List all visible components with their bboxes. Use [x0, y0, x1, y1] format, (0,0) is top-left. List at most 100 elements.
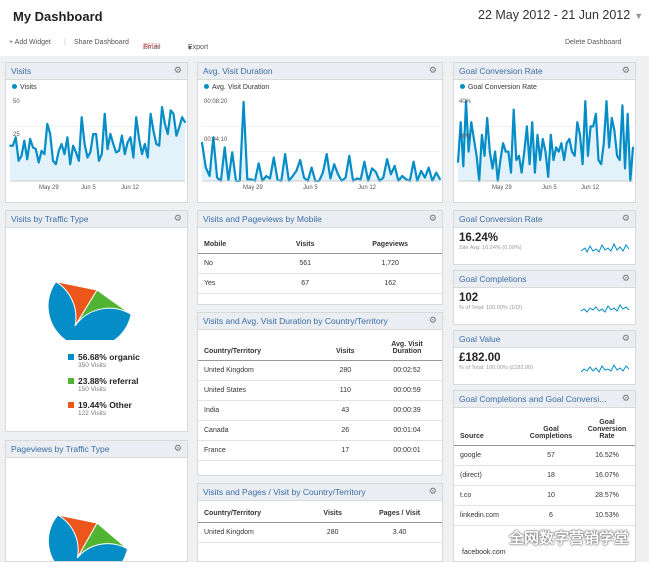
metric-value: 16.24% — [459, 232, 499, 244]
data-point — [515, 159, 518, 161]
data-point — [412, 160, 415, 163]
data-point — [579, 133, 581, 136]
legend-sub: 150 Visits — [78, 386, 107, 393]
data-point — [43, 153, 46, 156]
date-range-label: 22 May 2012 - 21 Jun 2012 — [478, 8, 631, 22]
gear-icon[interactable]: ⚙ — [621, 65, 630, 75]
gear-icon[interactable]: ⚙ — [173, 65, 182, 75]
visits-widget: Visits ⚙ Visits 50 25 May 29 Jun 5 Jun 12 — [5, 62, 188, 203]
country-duration-table: Country/Territory Visits Avg. Visit Durati… — [198, 336, 442, 461]
widget-header[interactable]: Goal Completions and Goal Conversi... ⚙ — [454, 391, 635, 408]
legend-sub: 350 Visits — [78, 362, 107, 369]
widget-header[interactable]: Goal Conversion Rate ⚙ — [454, 63, 635, 80]
legend-label: 56.68% organic — [78, 352, 140, 362]
table-row: United States 110 00:00:59 — [198, 380, 442, 401]
data-point — [565, 142, 568, 145]
gear-icon[interactable]: ⚙ — [428, 486, 437, 496]
data-point — [374, 170, 377, 173]
data-point — [204, 166, 207, 169]
table-cell: 18 — [523, 465, 579, 486]
share-dashboard-button[interactable]: Share Dashboard — [74, 39, 129, 46]
widget-header[interactable]: Visits and Pages / Visit by Country/Terr… — [198, 484, 442, 501]
data-point — [457, 161, 459, 163]
date-range-picker[interactable]: 22 May 2012 - 21 Jun 2012 ▼ — [478, 8, 643, 22]
data-point — [17, 159, 20, 162]
sparkline-line — [581, 304, 630, 313]
data-point — [557, 150, 560, 153]
data-point — [92, 133, 95, 135]
metric-subtext: Site Avg: 16.24% (0.00%) — [459, 245, 522, 251]
table-cell: 26 — [318, 420, 372, 441]
data-point — [423, 176, 426, 179]
widget-header[interactable]: Visits and Avg. Visit Duration by Countr… — [198, 313, 442, 330]
gear-icon[interactable]: ⚙ — [428, 65, 437, 75]
data-point — [499, 159, 502, 161]
legend-swatch — [68, 378, 74, 384]
gear-icon[interactable]: ⚙ — [621, 393, 630, 403]
data-point — [75, 151, 77, 154]
delete-dashboard-button[interactable]: Delete Dashboard — [565, 39, 622, 46]
table-header-row: Country/Territory Visits Avg. Visit Durati… — [198, 336, 442, 361]
data-point — [581, 163, 584, 166]
mobile-table: Mobile Visits Pageviews No 561 1,720 Yes 67 16… — [198, 236, 442, 294]
y-axis-label-mid: 20% — [459, 134, 472, 140]
data-point — [20, 154, 23, 157]
data-point — [172, 112, 175, 115]
data-point — [573, 154, 576, 157]
data-point — [539, 159, 542, 161]
data-point — [616, 154, 618, 157]
data-point — [333, 163, 336, 166]
widget-title: Visits by Traffic Type — [11, 214, 89, 224]
widget-header[interactable]: Avg. Visit Duration ⚙ — [198, 63, 442, 80]
gear-icon[interactable]: ⚙ — [428, 213, 437, 223]
gear-icon[interactable]: ⚙ — [173, 443, 182, 453]
widget-header[interactable]: Goal Completions ⚙ — [454, 271, 635, 288]
widget-header[interactable]: Goal Value ⚙ — [454, 331, 635, 348]
data-point — [420, 170, 423, 172]
widget-header[interactable]: Visits by Traffic Type ⚙ — [6, 211, 187, 228]
data-point — [55, 163, 57, 166]
y-axis-label-top: 00:08:20 — [204, 99, 228, 105]
data-point — [475, 154, 478, 157]
gear-icon[interactable]: ⚙ — [173, 213, 182, 223]
column-header: Country/Territory — [198, 336, 319, 361]
widget-header[interactable]: Visits and Pageviews by Mobile ⚙ — [198, 211, 442, 228]
widget-header[interactable]: Visits ⚙ — [6, 63, 187, 80]
data-point — [46, 122, 49, 125]
y-axis-label-mid: 00:04:10 — [204, 137, 228, 143]
data-point — [126, 141, 129, 144]
data-point — [321, 171, 324, 174]
data-point — [201, 141, 203, 144]
x-axis-label: Jun 5 — [542, 185, 557, 191]
data-point — [34, 148, 37, 150]
data-point — [355, 177, 358, 180]
country-pages-widget: Visits and Pages / Visit by Country/Terr… — [197, 483, 443, 562]
avg-visit-duration-widget: Avg. Visit Duration ⚙ Avg. Visit Duration… — [197, 62, 443, 203]
data-point — [486, 117, 489, 119]
gear-icon[interactable]: ⚙ — [621, 273, 630, 283]
table-cell: No — [198, 253, 273, 274]
data-point — [552, 159, 555, 161]
table-row: google 57 16.52% — [454, 445, 635, 466]
sparkline — [581, 304, 630, 313]
gear-icon[interactable]: ⚙ — [428, 315, 437, 325]
add-widget-button[interactable]: + Add Widget — [9, 39, 51, 46]
goal-completions-widget: Goal Completions ⚙ 102 % of Total: 100.00… — [453, 270, 636, 325]
widget-header[interactable]: Goal Conversion Rate ⚙ — [454, 211, 635, 228]
data-point — [533, 171, 536, 174]
legend-label: 19.44% Other — [78, 400, 132, 410]
gear-icon[interactable]: ⚙ — [621, 333, 630, 343]
table-cell: 561 — [272, 253, 339, 274]
widget-title: Avg. Visit Duration — [203, 66, 273, 76]
data-point — [216, 176, 219, 179]
avg-duration-line-chart: 00:08:20 00:04:10 May 29 Jun 5 Jun 12 — [200, 99, 441, 191]
data-point — [439, 178, 441, 181]
data-point — [560, 142, 563, 145]
data-point — [57, 149, 60, 152]
traffic-type-widget: Visits by Traffic Type ⚙ 56.68% organic 35… — [5, 210, 188, 432]
gear-icon[interactable]: ⚙ — [621, 213, 630, 223]
widget-header[interactable]: Pageviews by Traffic Type ⚙ — [6, 441, 187, 458]
dashboard-header: My Dashboard 22 May 2012 - 21 Jun 2012 ▼ — [0, 0, 649, 56]
data-point — [462, 165, 465, 168]
data-point — [584, 100, 587, 103]
